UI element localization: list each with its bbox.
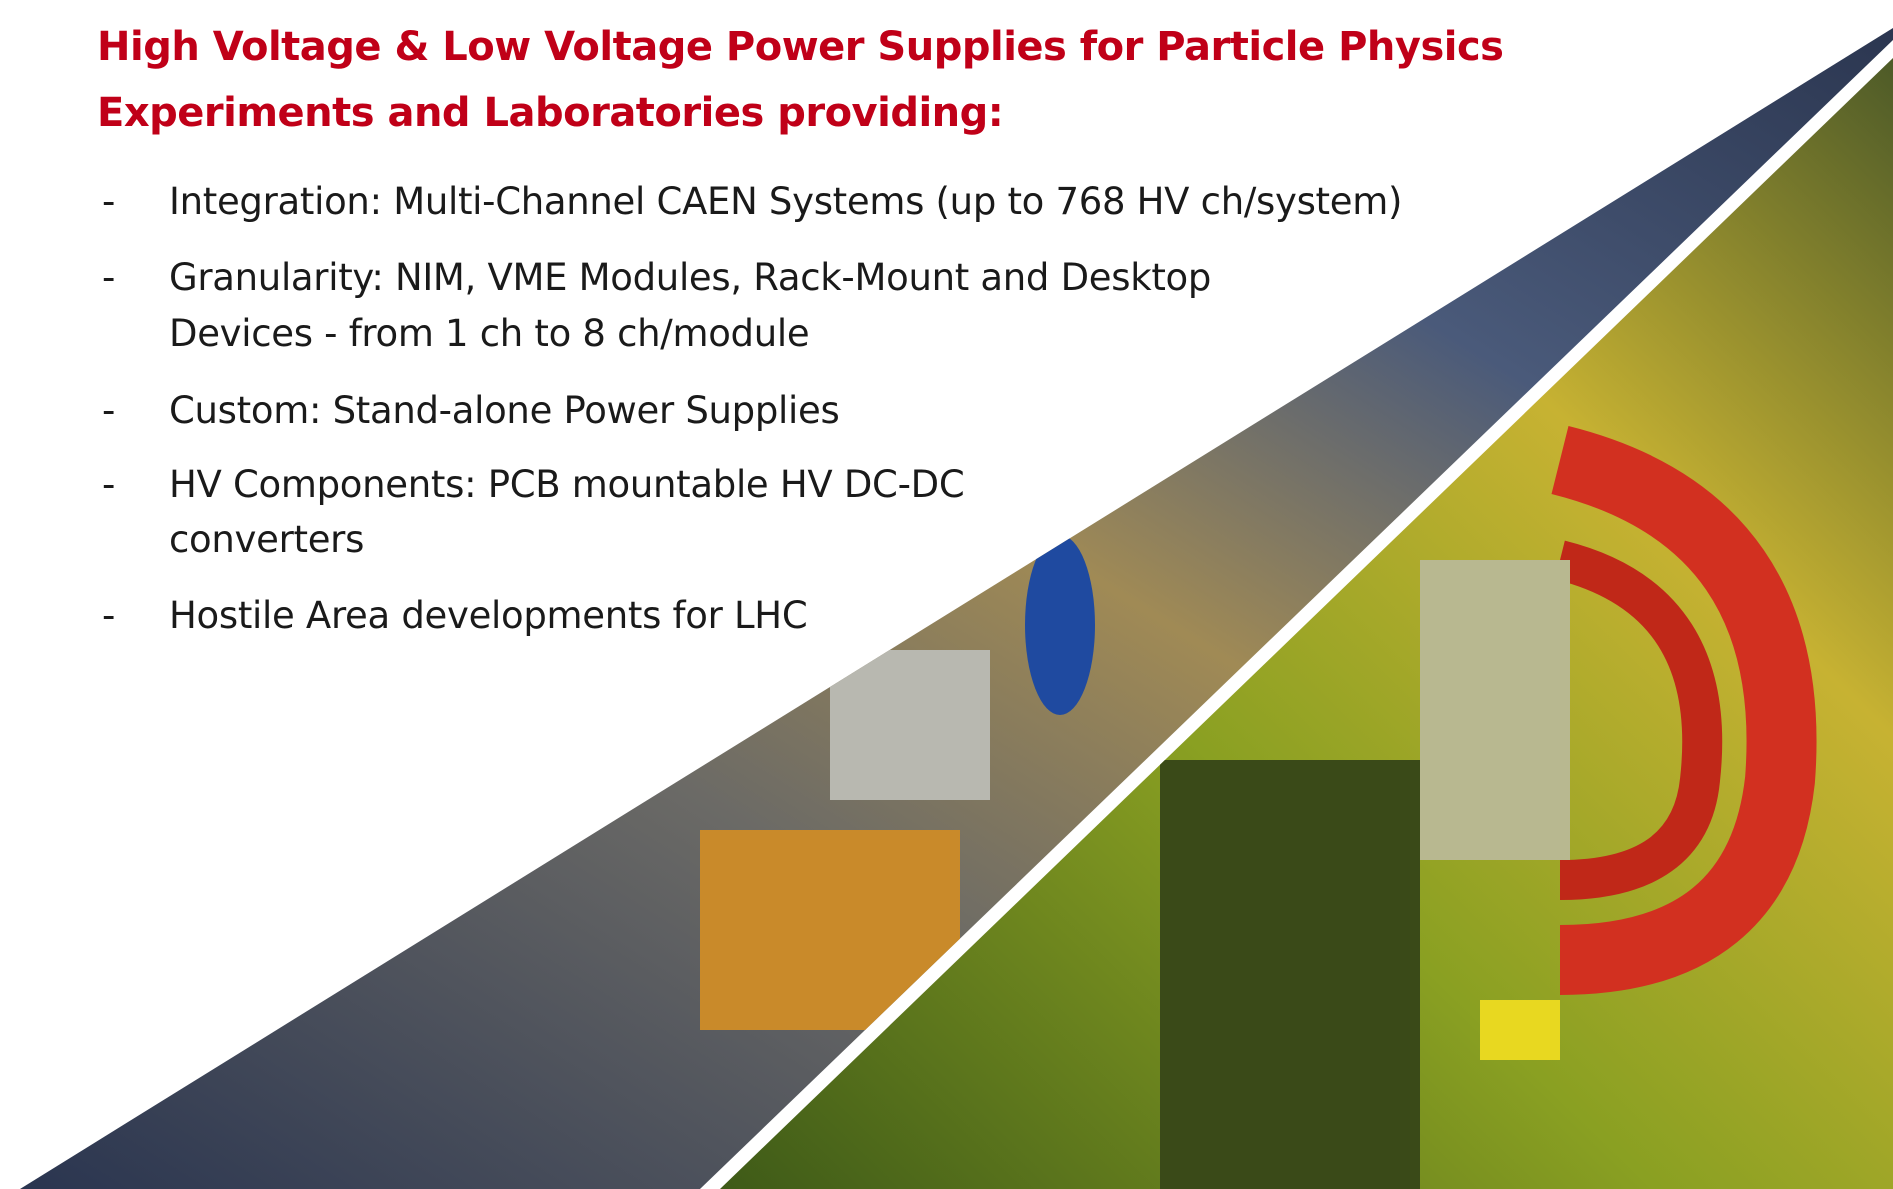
bullet-marker: - bbox=[102, 256, 116, 299]
photo-right bbox=[720, 58, 1893, 1189]
bullet-marker: - bbox=[102, 180, 116, 223]
bullet-text: Custom: Stand-alone Power Supplies bbox=[169, 389, 840, 432]
bullet-text: Hostile Area developments for LHC bbox=[169, 594, 808, 637]
photo-right-detail bbox=[1160, 426, 1817, 1189]
bullet-text: Devices - from 1 ch to 8 ch/module bbox=[169, 312, 810, 355]
title-line: High Voltage & Low Voltage Power Supplie… bbox=[97, 24, 1504, 70]
bullet-text: Integration: Multi-Channel CAEN Systems … bbox=[169, 180, 1403, 223]
bullet-text: HV Components: PCB mountable HV DC-DC bbox=[169, 463, 965, 506]
bullet-text: Granularity: NIM, VME Modules, Rack-Moun… bbox=[169, 256, 1212, 299]
bullet-marker: - bbox=[102, 594, 116, 637]
title-line: Experiments and Laboratories providing: bbox=[97, 90, 1004, 136]
photo-left bbox=[20, 28, 1893, 1189]
bullet-text: converters bbox=[169, 518, 365, 561]
bullet-marker: - bbox=[102, 463, 116, 506]
bullet-marker: - bbox=[102, 389, 116, 432]
